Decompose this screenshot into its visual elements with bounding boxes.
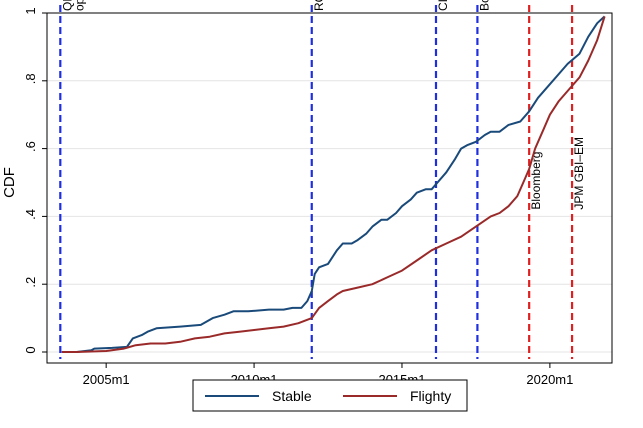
plot-frame (46, 12, 613, 364)
y-tick-label: 1 (23, 7, 38, 14)
event-label: Bond Connect (477, 0, 491, 11)
event-label: QFII (60, 0, 74, 11)
legend: Stable Flighty (192, 379, 468, 412)
event-label: CIBM Direct (436, 0, 450, 11)
data-series (61, 15, 606, 353)
event-label: opening (72, 0, 86, 11)
event-label: RQFII (312, 0, 326, 11)
series-line-stable (61, 15, 606, 353)
y-tick-label: 0 (23, 346, 38, 353)
x-tick-label: 2020m1 (526, 372, 573, 387)
event-label: Bloomberg (529, 152, 543, 210)
y-tick-label: .4 (23, 209, 38, 220)
y-axis-label: CDF (1, 167, 18, 198)
series-line-flighty (61, 16, 606, 353)
x-tick-label: 2005m1 (83, 372, 130, 387)
legend-label-stable: Stable (272, 388, 312, 404)
legend-label-flighty: Flighty (410, 388, 451, 404)
y-tick-label: .2 (23, 277, 38, 288)
event-label: JPM GBI–EM (572, 137, 586, 210)
event-lines: openingQFII RQFII CIBM Direct Bond Connect B… (59, 0, 586, 359)
y-tick-label: .8 (23, 73, 38, 84)
y-tick-label: .6 (23, 141, 38, 152)
